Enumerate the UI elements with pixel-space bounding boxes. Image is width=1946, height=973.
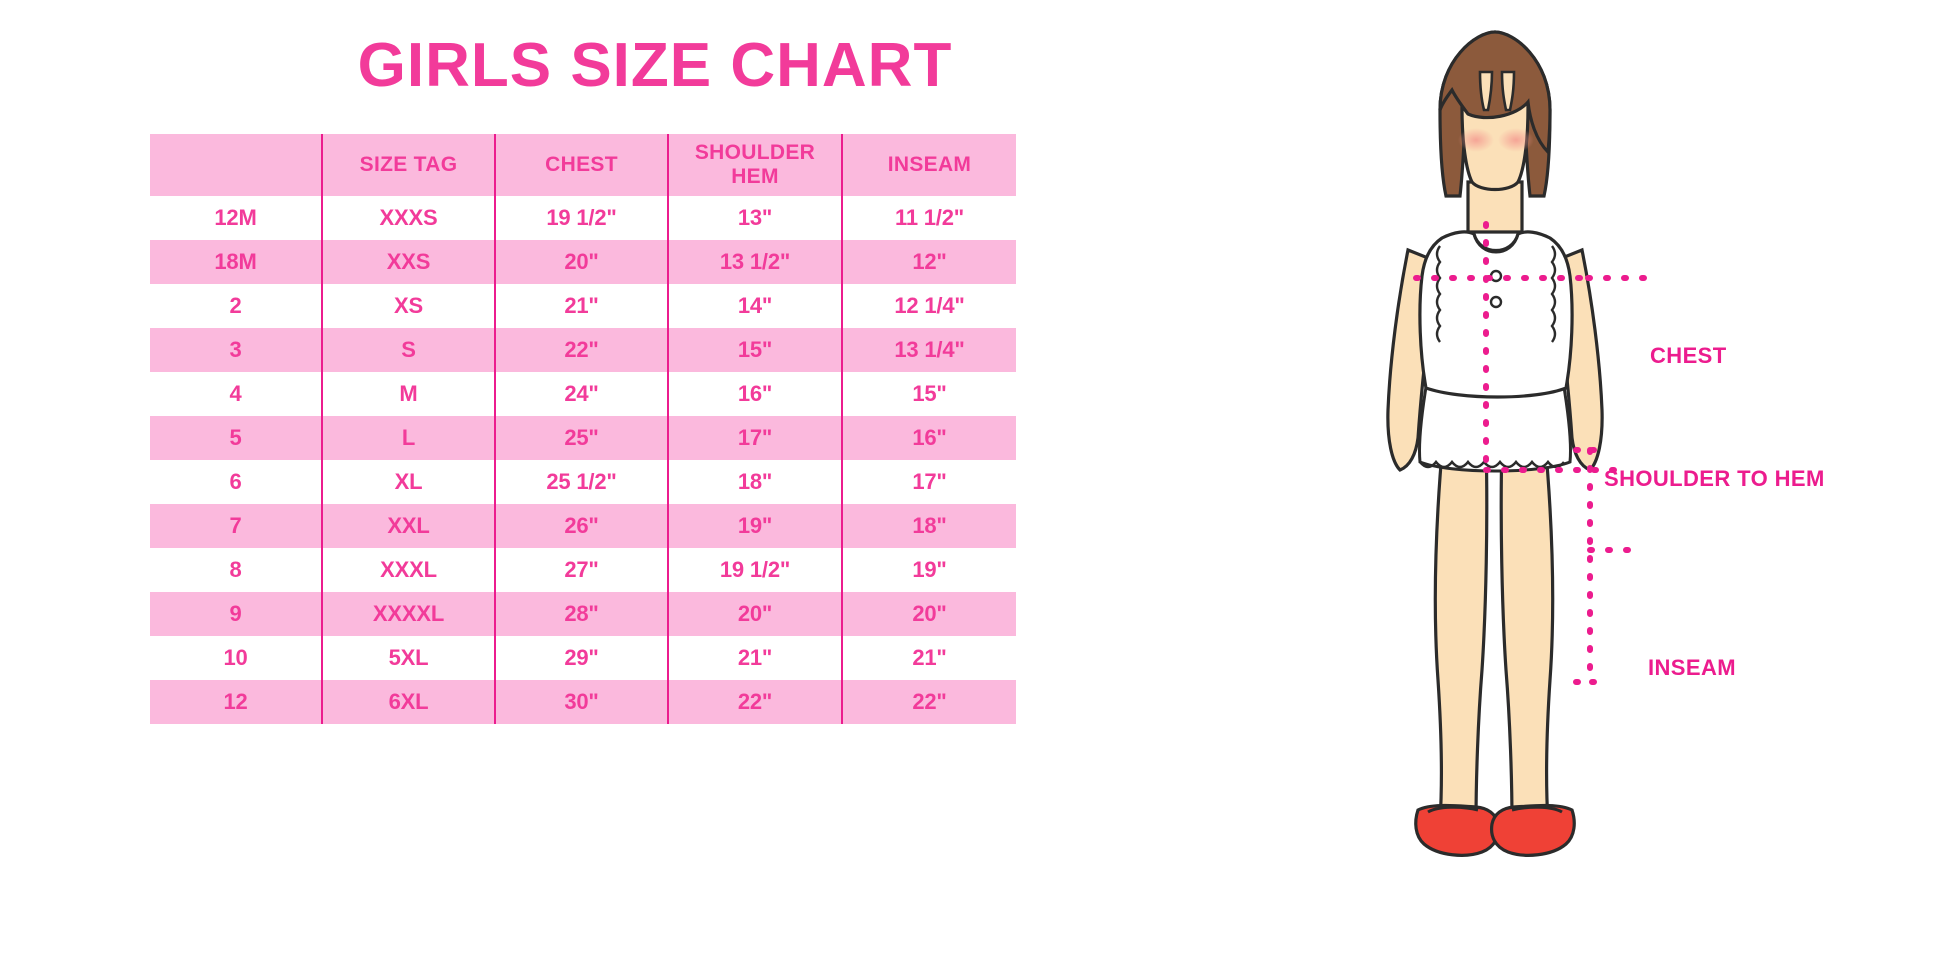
cell-inseam: 13 1/4" — [841, 328, 1016, 372]
cell-size: 18M — [150, 240, 322, 284]
table-row: 12M XXXS 19 1/2" 13" 11 1/2" — [150, 196, 1016, 240]
cell-size-tag: XXS — [321, 240, 495, 284]
cell-size: 9 — [150, 592, 322, 636]
cell-size-tag: XS — [321, 284, 495, 328]
table-row: 5 L 25" 17" 16" — [150, 416, 1016, 460]
cell-chest: 27" — [494, 548, 668, 592]
cell-shoulder-hem: 17" — [667, 416, 842, 460]
cell-chest: 21" — [494, 284, 668, 328]
cell-size-tag: XXL — [321, 504, 495, 548]
cell-inseam: 18" — [841, 504, 1016, 548]
page-title: GIRLS SIZE CHART — [357, 31, 953, 100]
callout-label-inseam: INSEAM — [1648, 655, 1736, 680]
table-row: 10 5XL 29" 21" 21" — [150, 636, 1016, 680]
cell-shoulder-hem: 21" — [667, 636, 842, 680]
cell-size-tag: M — [321, 372, 495, 416]
cell-inseam: 19" — [841, 548, 1016, 592]
figure-top — [1418, 230, 1574, 399]
cell-size-tag: 6XL — [321, 680, 495, 724]
shoulder-to-hem-measure-line — [1483, 221, 1623, 473]
cell-inseam: 12 1/4" — [841, 284, 1016, 328]
table-row: 8 XXXL 27" 19 1/2" 19" — [150, 548, 1016, 592]
inseam-measure-line — [1573, 447, 1633, 685]
table-row: 3 S 22" 15" 13 1/4" — [150, 328, 1016, 372]
cell-size: 10 — [150, 636, 322, 680]
cell-chest: 24" — [494, 372, 668, 416]
table-row: 18M XXS 20" 13 1/2" 12" — [150, 240, 1016, 284]
cell-chest: 29" — [494, 636, 668, 680]
cell-size-tag: XXXXL — [321, 592, 495, 636]
table-header-row: SIZE TAG CHEST SHOULDER HEM INSEAM — [150, 134, 1016, 196]
cell-chest: 25 1/2" — [494, 460, 668, 504]
cell-shoulder-hem: 14" — [667, 284, 842, 328]
cell-shoulder-hem: 13 1/2" — [667, 240, 842, 284]
cell-chest: 25" — [494, 416, 668, 460]
cell-size: 8 — [150, 548, 322, 592]
cell-size: 5 — [150, 416, 322, 460]
cell-shoulder-hem: 19 1/2" — [667, 548, 842, 592]
cell-size: 7 — [150, 504, 322, 548]
table-row: 7 XXL 26" 19" 18" — [150, 504, 1016, 548]
cell-inseam: 21" — [841, 636, 1016, 680]
cell-chest: 22" — [494, 328, 668, 372]
column-header-size-tag: SIZE TAG — [321, 134, 495, 196]
table-row: 2 XS 21" 14" 12 1/4" — [150, 284, 1016, 328]
cell-size-tag: XL — [321, 460, 495, 504]
cell-chest: 20" — [494, 240, 668, 284]
cell-size-tag: 5XL — [321, 636, 495, 680]
table-row: 9 XXXXL 28" 20" 20" — [150, 592, 1016, 636]
callout-label-chest: CHEST — [1650, 343, 1727, 368]
cell-size-tag: L — [321, 416, 495, 460]
cell-inseam: 11 1/2" — [841, 196, 1016, 240]
column-header-size — [150, 134, 322, 196]
cell-chest: 28" — [494, 592, 668, 636]
cell-size: 3 — [150, 328, 322, 372]
size-table-container: SIZE TAG CHEST SHOULDER HEM INSEAM 12M XX… — [150, 134, 1016, 724]
cell-size: 2 — [150, 284, 322, 328]
cell-inseam: 20" — [841, 592, 1016, 636]
cell-inseam: 22" — [841, 680, 1016, 724]
figure-shoes — [1414, 803, 1576, 857]
table-row: 4 M 24" 16" 15" — [150, 372, 1016, 416]
cell-inseam: 15" — [841, 372, 1016, 416]
table-row: 6 XL 25 1/2" 18" 17" — [150, 460, 1016, 504]
cell-size: 6 — [150, 460, 322, 504]
cell-shoulder-hem: 15" — [667, 328, 842, 372]
table-body: 12M XXXS 19 1/2" 13" 11 1/2" 18M XXS 20" 13 1/2"… — [150, 196, 1016, 724]
cell-size: 12M — [150, 196, 322, 240]
cell-shoulder-hem: 20" — [667, 592, 842, 636]
cell-size-tag: XXXL — [321, 548, 495, 592]
table-row: 12 6XL 30" 22" 22" — [150, 680, 1016, 724]
figure-head — [1438, 30, 1552, 198]
column-header-shoulder-hem: SHOULDER HEM — [667, 134, 842, 196]
cell-shoulder-hem: 16" — [667, 372, 842, 416]
girl-measurement-figure — [1290, 10, 1710, 940]
cell-size: 12 — [150, 680, 322, 724]
cell-size: 4 — [150, 372, 322, 416]
cell-chest: 26" — [494, 504, 668, 548]
cell-size-tag: S — [321, 328, 495, 372]
column-header-inseam: INSEAM — [841, 134, 1016, 196]
cell-shoulder-hem: 22" — [667, 680, 842, 724]
figure-legs — [1433, 438, 1555, 829]
cell-shoulder-hem: 19" — [667, 504, 842, 548]
cell-size-tag: XXXS — [321, 196, 495, 240]
cell-chest: 19 1/2" — [494, 196, 668, 240]
cell-shoulder-hem: 18" — [667, 460, 842, 504]
cell-inseam: 16" — [841, 416, 1016, 460]
callout-label-shoulder-to-hem: SHOULDER TO HEM — [1604, 466, 1825, 491]
cell-shoulder-hem: 13" — [667, 196, 842, 240]
cell-chest: 30" — [494, 680, 668, 724]
cell-inseam: 17" — [841, 460, 1016, 504]
cell-inseam: 12" — [841, 240, 1016, 284]
table-header: SIZE TAG CHEST SHOULDER HEM INSEAM — [150, 134, 1016, 196]
column-header-chest: CHEST — [494, 134, 668, 196]
size-table: SIZE TAG CHEST SHOULDER HEM INSEAM 12M XX… — [150, 134, 1016, 724]
